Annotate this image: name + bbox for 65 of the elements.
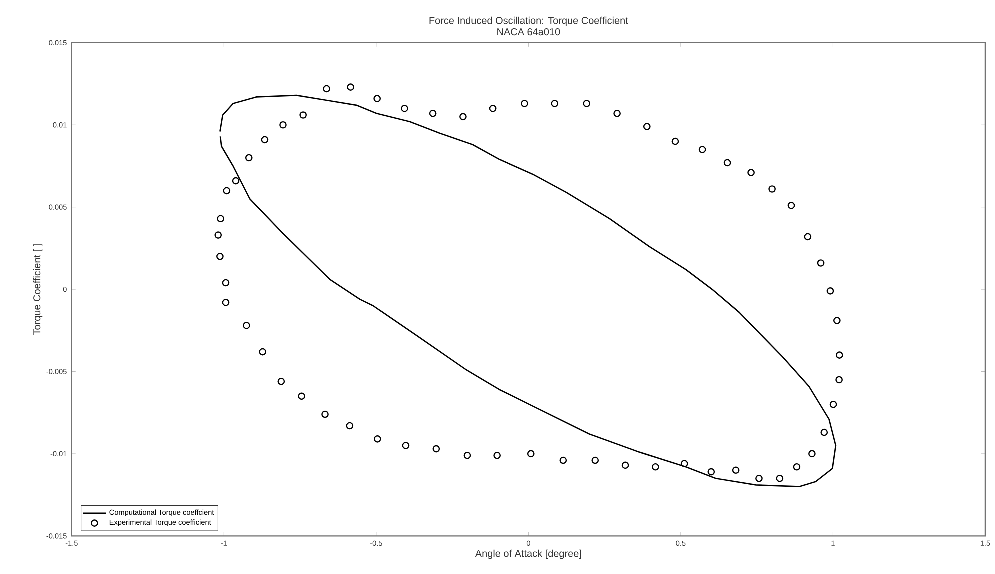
point [698,146,706,154]
point [374,435,382,443]
point [432,445,440,453]
point [261,136,269,144]
point [652,463,660,471]
point [680,460,688,468]
point [836,352,844,359]
point [322,410,329,418]
point [622,462,630,470]
y-axis-title: Torque Coefficient [ ] [33,244,43,335]
point [804,233,812,241]
point [245,154,253,162]
point [346,422,354,430]
point [243,322,250,330]
point [817,260,825,267]
point [232,177,240,185]
point [768,186,776,193]
point [280,121,287,129]
point [521,100,528,108]
point [402,442,410,450]
point [223,187,231,195]
point [464,452,472,460]
point [217,215,224,222]
point [820,428,828,436]
point [460,113,467,121]
point [724,159,732,167]
chart-title: Force Induced Oscillation: Torque Coefficient [430,16,628,26]
point [222,298,230,306]
point [748,169,755,176]
point [583,100,591,108]
point [259,348,266,356]
point [214,232,222,239]
point [527,450,535,458]
point [347,84,355,91]
point [643,123,651,130]
point [300,112,307,119]
point [793,463,801,471]
line-series [220,94,837,488]
point [756,474,763,482]
point [560,456,568,464]
point [401,104,408,112]
point [222,279,230,287]
chart-subtitle: NACA 64a010 [498,28,560,36]
point [298,392,306,400]
point [830,400,838,408]
point [551,100,559,108]
point [788,202,796,210]
point [826,287,834,295]
point [592,456,600,464]
point [489,104,497,112]
point [732,466,740,474]
point [672,138,680,146]
point [494,452,501,460]
point [834,317,841,324]
point [808,450,816,458]
point [429,110,437,118]
point [776,474,784,482]
x-axis-title: Angle of Attack [degree] [475,550,582,560]
point [836,376,843,384]
point [614,110,621,118]
point [323,85,330,93]
point [708,468,716,476]
point [278,378,286,386]
point [374,95,381,102]
point [216,252,224,260]
